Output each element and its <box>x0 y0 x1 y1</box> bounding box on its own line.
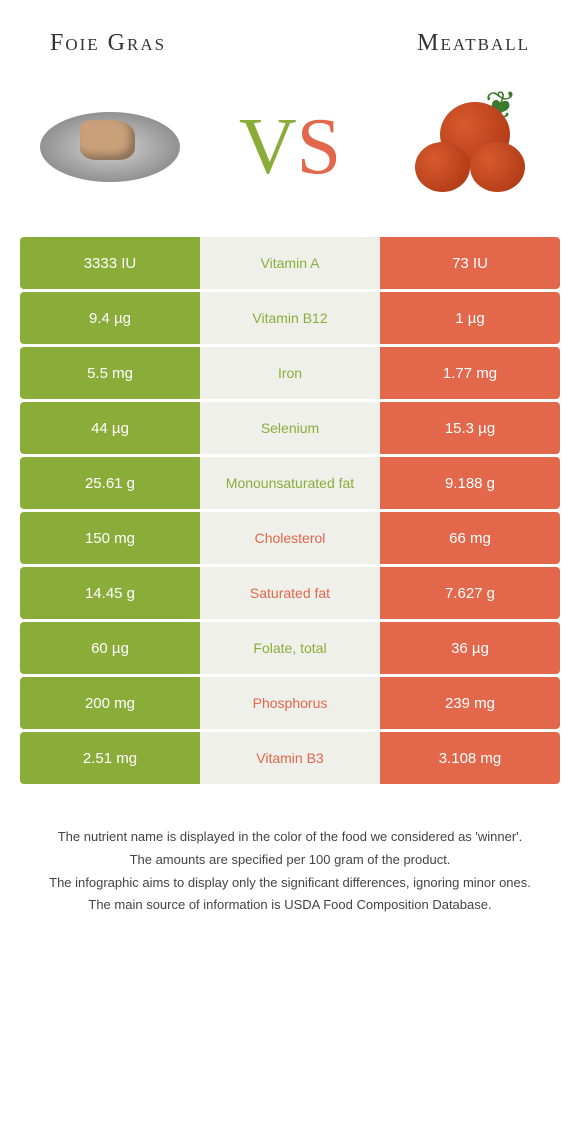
nutrient-label: Vitamin B12 <box>200 292 380 344</box>
nutrient-label: Vitamin A <box>200 237 380 289</box>
right-value: 3.108 mg <box>380 732 560 784</box>
left-value: 60 µg <box>20 622 200 674</box>
nutrient-label: Selenium <box>200 402 380 454</box>
right-value: 7.627 g <box>380 567 560 619</box>
left-value: 2.51 mg <box>20 732 200 784</box>
infographic: Foie Gras Meatball VS ❦ 3333 IUVitamin A… <box>0 0 580 938</box>
nutrient-table: 3333 IUVitamin A73 IU9.4 µgVitamin B121 … <box>0 237 580 784</box>
table-row: 44 µgSelenium15.3 µg <box>20 402 560 454</box>
nutrient-label: Vitamin B3 <box>200 732 380 784</box>
left-value: 3333 IU <box>20 237 200 289</box>
right-value: 1 µg <box>380 292 560 344</box>
header: Foie Gras Meatball <box>0 0 580 67</box>
left-value: 9.4 µg <box>20 292 200 344</box>
table-row: 200 mgPhosphorus239 mg <box>20 677 560 729</box>
right-food-title: Meatball <box>417 30 530 57</box>
nutrient-label: Saturated fat <box>200 567 380 619</box>
meatball-image: ❦ <box>390 87 550 207</box>
left-value: 200 mg <box>20 677 200 729</box>
image-row: VS ❦ <box>0 67 580 237</box>
table-row: 14.45 gSaturated fat7.627 g <box>20 567 560 619</box>
nutrient-label: Monounsaturated fat <box>200 457 380 509</box>
footer-line: The main source of information is USDA F… <box>30 895 550 916</box>
footer-line: The infographic aims to display only the… <box>30 873 550 894</box>
left-food-title: Foie Gras <box>50 30 166 57</box>
left-value: 14.45 g <box>20 567 200 619</box>
left-value: 44 µg <box>20 402 200 454</box>
left-value: 5.5 mg <box>20 347 200 399</box>
table-row: 25.61 gMonounsaturated fat9.188 g <box>20 457 560 509</box>
left-value: 25.61 g <box>20 457 200 509</box>
nutrient-label: Folate, total <box>200 622 380 674</box>
nutrient-label: Cholesterol <box>200 512 380 564</box>
table-row: 9.4 µgVitamin B121 µg <box>20 292 560 344</box>
right-value: 1.77 mg <box>380 347 560 399</box>
right-value: 9.188 g <box>380 457 560 509</box>
table-row: 3333 IUVitamin A73 IU <box>20 237 560 289</box>
vs-label: VS <box>239 102 341 193</box>
right-value: 239 mg <box>380 677 560 729</box>
table-row: 5.5 mgIron1.77 mg <box>20 347 560 399</box>
nutrient-label: Phosphorus <box>200 677 380 729</box>
vs-s: S <box>297 102 342 193</box>
foie-gras-image <box>30 87 190 207</box>
left-value: 150 mg <box>20 512 200 564</box>
nutrient-label: Iron <box>200 347 380 399</box>
footer-line: The amounts are specified per 100 gram o… <box>30 850 550 871</box>
table-row: 60 µgFolate, total36 µg <box>20 622 560 674</box>
footer-notes: The nutrient name is displayed in the co… <box>0 787 580 938</box>
footer-line: The nutrient name is displayed in the co… <box>30 827 550 848</box>
right-value: 73 IU <box>380 237 560 289</box>
right-value: 36 µg <box>380 622 560 674</box>
table-row: 150 mgCholesterol66 mg <box>20 512 560 564</box>
vs-v: V <box>239 102 297 193</box>
right-value: 66 mg <box>380 512 560 564</box>
right-value: 15.3 µg <box>380 402 560 454</box>
table-row: 2.51 mgVitamin B33.108 mg <box>20 732 560 784</box>
